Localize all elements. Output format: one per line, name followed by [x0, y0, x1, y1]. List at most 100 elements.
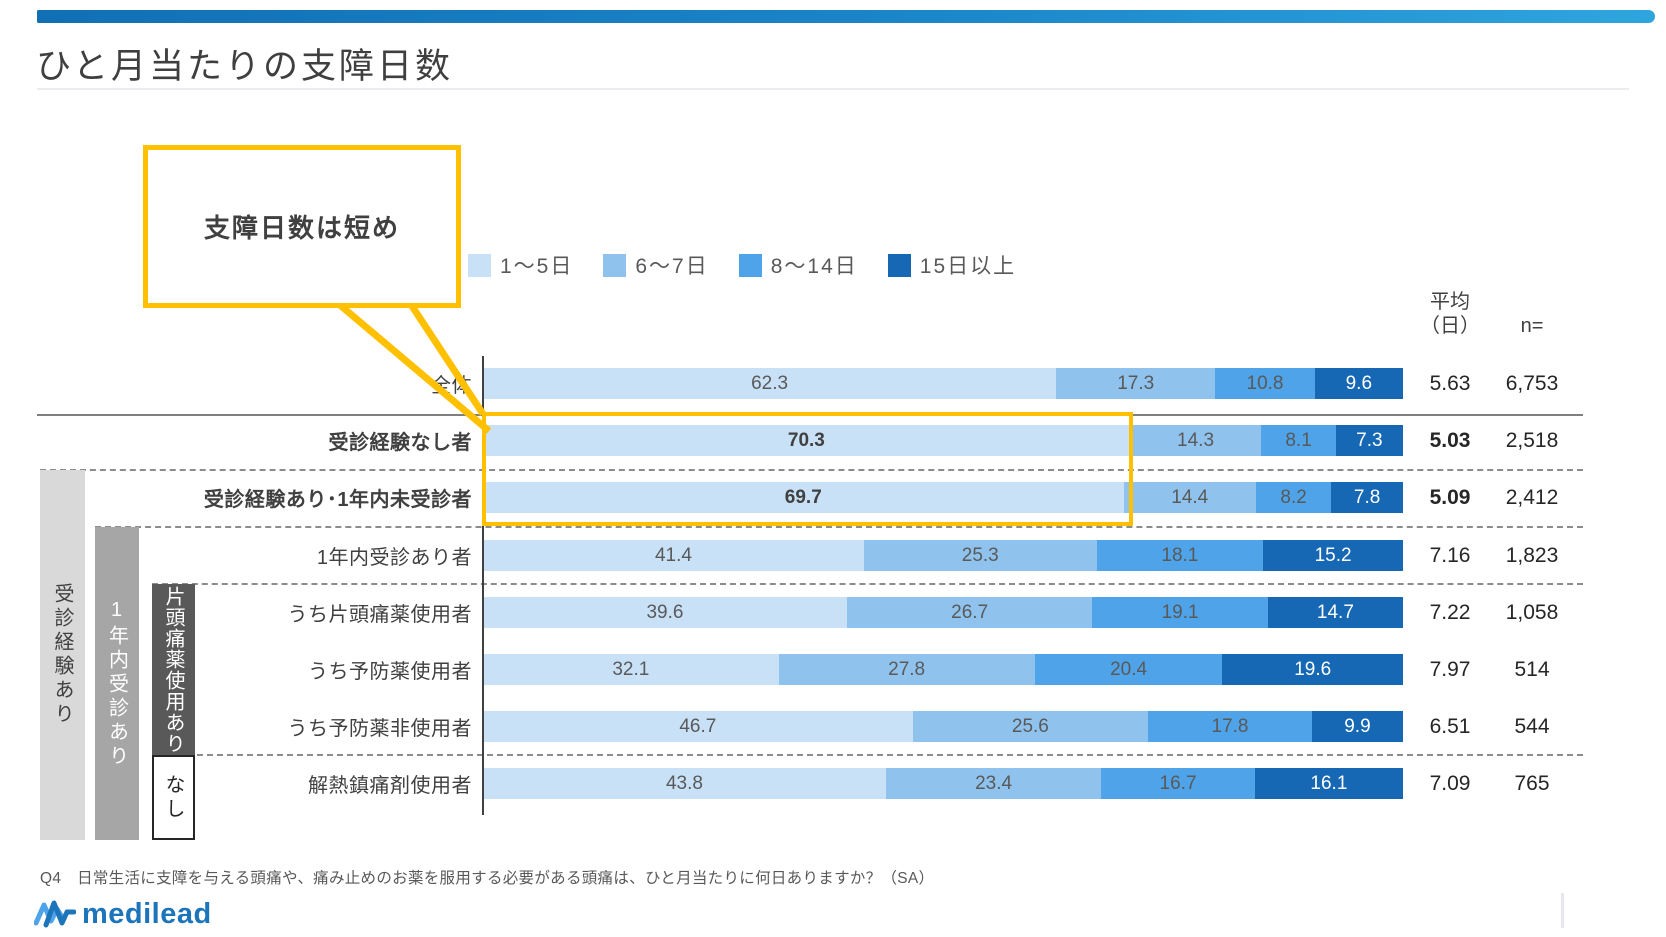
row-label: うち片頭痛薬使用者: [287, 604, 472, 626]
mean-value: 7.09: [1429, 771, 1471, 795]
mean-value: 5.63: [1429, 371, 1471, 395]
segment-value: 25.6: [1011, 715, 1049, 737]
mean-value: 5.09: [1429, 485, 1471, 509]
group-bar-migraine-drug-no: なし: [152, 755, 195, 840]
page-title: ひと月当たりの支障日数: [36, 47, 453, 86]
bar-segment: 14.3: [1129, 425, 1262, 456]
legend: 1～5日 6～7日 8～14日 15日以上: [468, 250, 1016, 280]
bar-segment: 10.8: [1215, 368, 1315, 399]
bar-segment: 62.3: [483, 368, 1057, 399]
segment-value: 7.8: [1353, 486, 1381, 508]
segment-value: 10.8: [1246, 372, 1284, 394]
stacked-bar: 43.8 23.4 16.7 16.1: [483, 768, 1403, 799]
corner-divider: [1561, 893, 1564, 928]
segment-value: 19.6: [1294, 658, 1332, 680]
bar-segment: 7.3: [1335, 425, 1403, 456]
row-label: 全体: [431, 375, 472, 397]
n-value: 765: [1514, 771, 1550, 795]
bar-segment: 25.6: [912, 711, 1149, 742]
mean-value: 5.03: [1429, 428, 1471, 452]
bar-segment: 9.9: [1311, 711, 1403, 742]
bar-segment: 17.8: [1148, 711, 1312, 742]
n-value: 1,058: [1505, 600, 1559, 624]
segment-value: 7.3: [1356, 429, 1383, 451]
medilead-logo: medilead: [34, 897, 212, 931]
mean-column-header: 平均 （日）: [1420, 291, 1480, 337]
row-label: うち予防薬非使用者: [287, 718, 472, 740]
stacked-bar: 41.4 25.3 18.1 15.2: [483, 540, 1403, 571]
bar-segment: 23.4: [885, 768, 1102, 799]
n-value: 514: [1514, 657, 1550, 681]
segment-value: 23.4: [975, 772, 1013, 794]
bar-segment: 46.7: [483, 711, 913, 742]
legend-item: 6～7日: [603, 250, 708, 280]
bar-segment: 14.4: [1123, 482, 1256, 513]
n-value: 2,518: [1505, 428, 1559, 452]
segment-value: 20.4: [1110, 658, 1148, 680]
callout-text: 支障日数は短め: [203, 213, 400, 243]
n-value: 544: [1514, 714, 1550, 738]
legend-label: 8～14日: [770, 255, 858, 278]
bar-segment: 26.7: [846, 597, 1093, 628]
bar-segment: 41.4: [483, 540, 864, 571]
segment-value: 17.3: [1117, 372, 1155, 394]
segment-value: 46.7: [679, 715, 717, 737]
segment-value: 69.7: [784, 486, 822, 508]
legend-swatch: [887, 253, 911, 277]
segment-value: 26.7: [951, 601, 989, 623]
segment-value: 70.3: [787, 429, 825, 451]
bar-segment: 27.8: [778, 654, 1035, 685]
segment-value: 27.8: [888, 658, 926, 680]
stacked-bar: 39.6 26.7 19.1 14.7: [483, 597, 1403, 628]
segment-value: 16.7: [1159, 772, 1197, 794]
segment-value: 17.8: [1211, 715, 1249, 737]
bar-segment: 18.1: [1096, 540, 1264, 571]
bar-segment: 39.6: [483, 597, 847, 628]
segment-value: 32.1: [612, 658, 650, 680]
bar-segment: 43.8: [483, 768, 886, 799]
segment-value: 18.1: [1161, 544, 1199, 566]
title-underline: [37, 88, 1629, 90]
n-value: 6,753: [1505, 371, 1559, 395]
row-label: 受診経験なし者: [328, 432, 472, 454]
bar-segment: 15.2: [1263, 540, 1403, 571]
segment-value: 9.6: [1345, 372, 1373, 394]
legend-label: 6～7日: [635, 255, 709, 278]
separator-dashed: [152, 583, 1583, 585]
mean-value: 7.22: [1429, 600, 1471, 624]
legend-item: 8～14日: [738, 250, 858, 280]
bar-segment: 17.3: [1056, 368, 1216, 399]
row-label: うち予防薬使用者: [308, 661, 472, 683]
n-value: 1,823: [1505, 543, 1559, 567]
logo-text: medilead: [82, 897, 212, 930]
stacked-bar: 70.3 14.3 8.1 7.3: [483, 425, 1403, 456]
separator-dashed: [40, 469, 1583, 471]
n-column-header: n=: [1520, 315, 1544, 337]
stacked-bar: 46.7 25.6 17.8 9.9: [483, 711, 1403, 742]
bar-segment: 16.7: [1101, 768, 1255, 799]
bar-segment: 69.7: [483, 482, 1124, 513]
segment-value: 25.3: [961, 544, 999, 566]
segment-value: 16.1: [1310, 772, 1348, 794]
group-bar-migraine-drug-yes: 片頭痛薬使用あり: [152, 584, 195, 755]
stacked-bar: 69.7 14.4 8.2 7.8: [483, 482, 1403, 513]
bar-segment: 16.1: [1254, 768, 1403, 799]
group-bar-consult-experience: 受診経験あり: [40, 470, 85, 840]
bar-segment: 7.8: [1331, 482, 1403, 513]
row-label: 受診経験あり･1年内未受診者: [203, 489, 472, 511]
row-label: 1年内受診あり者: [316, 547, 472, 569]
legend-swatch: [738, 253, 762, 277]
callout-box: 支障日数は短め: [143, 145, 461, 308]
separator-solid: [37, 414, 1583, 416]
segment-value: 62.3: [751, 372, 789, 394]
segment-value: 8.1: [1285, 429, 1312, 451]
segment-value: 8.2: [1280, 486, 1307, 508]
bar-segment: 32.1: [483, 654, 779, 685]
bar-segment: 8.1: [1261, 425, 1336, 456]
row-label: 解熱鎮痛剤使用者: [308, 775, 472, 797]
pulse-icon: [34, 900, 76, 928]
group-bar-consult-within-year: 1年内受診あり: [95, 527, 139, 840]
top-accent-bar: [37, 10, 1655, 23]
bar-segment: 19.6: [1222, 654, 1403, 685]
bar-segment: 25.3: [863, 540, 1097, 571]
